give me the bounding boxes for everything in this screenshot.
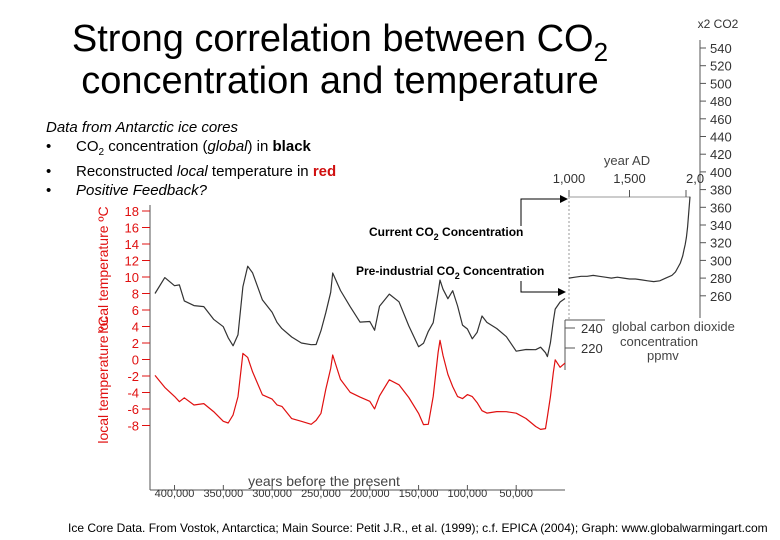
left-tick-label: 0 [132, 353, 139, 368]
co2-axis-label-line3: ppmv [647, 348, 679, 363]
inset-y-tick-label: 380 [710, 183, 732, 198]
left-tick-label: 18 [125, 204, 139, 219]
inset-y-tick-label: 440 [710, 130, 732, 145]
left-tick-label: -4 [127, 386, 139, 401]
title-line2: concentration and temperature [81, 60, 599, 102]
note-temperature: • Reconstructed local temperature in red [46, 162, 336, 181]
x-tick-label: 250,000 [301, 488, 341, 500]
co2-axis-label-line1: global carbon dioxide [612, 319, 735, 334]
left-tick-label: -2 [127, 369, 139, 384]
temperature-series-line [154, 339, 566, 430]
preindustrial-co2-arrow-head [558, 288, 566, 296]
notes-heading: Data from Antarctic ice cores [46, 119, 239, 136]
note-co2-sub: 2 [98, 147, 105, 158]
page-title: Strong correlation between CO2 concentra… [40, 18, 640, 102]
left-axis-label-lower: local temperature ºC [95, 316, 111, 443]
note-co2-mid: concentration ( [104, 138, 208, 155]
x-tick-label: 200,000 [350, 488, 390, 500]
note-temp-pre: Reconstructed [76, 163, 177, 180]
bullet: • [46, 182, 52, 199]
left-tick-label: 6 [132, 303, 139, 318]
note-co2-em: global [207, 138, 248, 155]
left-tick-label: 4 [132, 320, 139, 335]
notes-block: Data from Antarctic ice cores • CO2 conc… [46, 118, 336, 200]
inset-y-tick-label: 360 [710, 200, 732, 215]
co2-series-line [154, 265, 566, 358]
source-footer: Ice Core Data. From Vostok, Antarctica; … [68, 521, 768, 535]
inset-x-tick-label: 1,000 [553, 171, 586, 186]
current-co2-arrow-line [520, 198, 566, 226]
note-temp-em: local [176, 163, 208, 180]
x-tick-label: 50,000 [499, 488, 533, 500]
x-tick-label: 100,000 [447, 488, 487, 500]
title-line1: Strong correlation between CO [71, 18, 594, 60]
current-co2-arrow-head [560, 195, 568, 203]
left-tick-label: 8 [132, 287, 139, 302]
inset-y-tick-label: 460 [710, 112, 732, 127]
note-co2-mid2: ) in [247, 138, 273, 155]
inset-y-tick-label: 300 [710, 253, 732, 268]
inset-co2-series-line [568, 196, 691, 283]
bullet: • [46, 163, 52, 180]
x-tick-label: 350,000 [203, 488, 243, 500]
left-axis-label-upper: local temperature ºC [95, 206, 111, 333]
inset-x-tick-label: 1,500 [613, 171, 646, 186]
inset-y-tick-label: 280 [710, 271, 732, 286]
inset-y-title: x2 CO2 [698, 17, 739, 31]
note-co2: • CO2 concentration (global) in black [46, 137, 336, 162]
note-temp-mid: temperature in [207, 163, 313, 180]
preindustrial-co2-annotation: Pre-industrial CO2 Concentration [356, 264, 544, 281]
inset-y-tick-label: 540 [710, 41, 732, 56]
inset-y-tick-label: 480 [710, 94, 732, 109]
note-co2-pre: CO [76, 138, 99, 155]
preindustrial-co2-arrow-line [520, 281, 562, 293]
inset-x-title: year AD [604, 153, 650, 168]
inset-y-tick-label: 420 [710, 147, 732, 162]
inset-y-tick-label: 340 [710, 218, 732, 233]
x-tick-label: 150,000 [399, 488, 439, 500]
left-tick-label: 16 [125, 221, 139, 236]
note-temp-strong: red [312, 163, 337, 180]
x-axis-label: years before the present [248, 473, 400, 489]
inset-y-tick-label: 520 [710, 59, 732, 74]
inset-y-tick-label: 500 [710, 76, 732, 91]
title-subscript: 2 [593, 37, 609, 67]
inset-y-tick-label: 260 [710, 289, 732, 304]
current-co2-annotation: Current CO2 Concentration [369, 225, 523, 242]
note-feedback: • Positive Feedback? [46, 181, 336, 200]
left-tick-label: -8 [127, 419, 139, 434]
left-tick-label: 14 [125, 237, 139, 252]
left-tick-label: 10 [125, 270, 139, 285]
bullet: • [46, 138, 52, 155]
co2-axis-label-line2: concentration [620, 334, 698, 349]
inset-y-tick-label: 400 [710, 165, 732, 180]
inset-x-tick-label: 2,0 [686, 171, 704, 186]
inset-y-tick-label: 320 [710, 236, 732, 251]
left-tick-label: 2 [132, 336, 139, 351]
co2-tick-label: 240 [581, 321, 603, 336]
left-tick-label: -6 [127, 402, 139, 417]
x-tick-label: 300,000 [252, 488, 292, 500]
note-co2-strong: black [272, 138, 311, 155]
left-tick-label: 12 [125, 254, 139, 269]
x-tick-label: 400,000 [155, 488, 195, 500]
note-feedback-text: Positive Feedback? [76, 182, 207, 199]
co2-tick-label: 220 [581, 341, 603, 356]
